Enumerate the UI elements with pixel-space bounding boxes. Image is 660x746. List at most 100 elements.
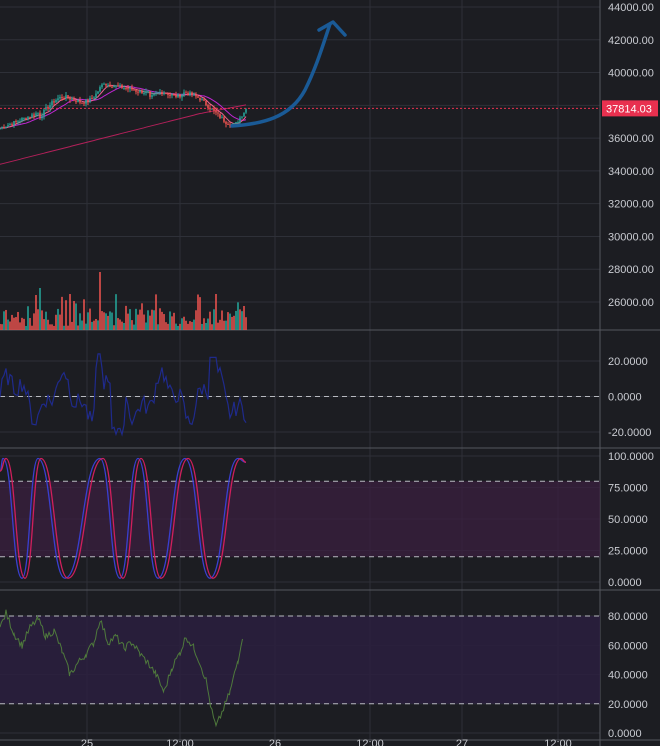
time-axis-label: 25 [81, 738, 93, 746]
axis-tick-label: 50.0000 [608, 514, 648, 526]
candle-body [119, 85, 121, 87]
candle-body [233, 123, 235, 125]
candle-body [223, 117, 225, 122]
candle-body [165, 93, 167, 95]
candle-body [129, 87, 131, 89]
volume-bar [77, 325, 79, 330]
candle-body [11, 124, 13, 126]
candle-body [215, 110, 217, 113]
volume-bar [55, 314, 57, 330]
volume-bar [103, 312, 105, 330]
volume-bar [123, 322, 125, 330]
candle-body [171, 94, 173, 96]
volume-bar [89, 308, 91, 330]
candle-body [91, 97, 93, 99]
volume-bar [195, 310, 197, 330]
stochastic-pane[interactable] [0, 457, 247, 579]
candle-body [81, 102, 83, 104]
candle-body [69, 97, 71, 100]
volume-bar [81, 320, 83, 330]
oscillator-pane[interactable] [0, 353, 247, 437]
volume-bar [51, 324, 53, 330]
candle-body [177, 94, 179, 98]
candle-body [213, 108, 215, 111]
volume-bar [53, 325, 55, 330]
axis-tick-label: 20.0000 [608, 356, 648, 368]
candle-body [235, 122, 237, 124]
volume-bar [157, 324, 159, 330]
candle-body [229, 124, 231, 126]
rsi-band [0, 616, 600, 704]
candle-body [107, 84, 109, 86]
volume-bar [231, 316, 233, 330]
volume-bar [197, 294, 199, 330]
candle-body [225, 121, 227, 124]
candle-body [207, 105, 209, 108]
volume-bar [111, 312, 113, 330]
volume-bar [61, 296, 63, 330]
volume-bar [119, 319, 121, 330]
candle-body [89, 97, 91, 102]
volume-bar [135, 308, 137, 330]
candle-body [59, 97, 61, 99]
volume-bar [3, 311, 5, 330]
candle-body [243, 112, 245, 117]
volume-bar [209, 311, 211, 330]
candle-body [197, 96, 199, 98]
candle-body [155, 92, 157, 94]
candle-body [189, 92, 191, 96]
candle-body [99, 87, 101, 92]
volume-bar [13, 317, 15, 330]
candle-body [135, 89, 137, 92]
volume-bar [63, 325, 65, 330]
volume-bar [33, 313, 35, 330]
candle-body [109, 84, 111, 87]
axis-tick-label: 32000.00 [608, 199, 654, 211]
candle-body [153, 93, 155, 96]
volume-bar [185, 320, 187, 330]
candle-body [181, 94, 183, 98]
volume-bar [159, 308, 161, 330]
volume-bar [143, 314, 145, 330]
candle-body [173, 94, 175, 96]
volume-bar [141, 303, 143, 330]
candle-body [163, 93, 165, 95]
volume-bar [73, 301, 75, 330]
candle-body [105, 83, 107, 86]
volume-bar [169, 311, 171, 330]
volume-bar [139, 309, 141, 330]
candle-body [17, 121, 19, 123]
price-pane[interactable]: 37814.03 [0, 20, 658, 330]
volume-bar [237, 302, 239, 330]
volume-bar [37, 309, 39, 330]
volume-bar [133, 324, 135, 330]
volume-bar [75, 303, 77, 330]
volume-bar [223, 320, 225, 330]
price-axis[interactable]: 44000.00 42000.00 40000.00 36000.00 34000.00… [608, 2, 654, 740]
candle-body [139, 90, 141, 93]
candle-body [185, 92, 187, 94]
time-axis-label: 12:00 [356, 738, 384, 746]
volume-bar [221, 310, 223, 330]
candle-body [145, 91, 147, 93]
candle-body [159, 92, 161, 94]
candle-body [25, 117, 27, 120]
volume-bar [71, 321, 73, 330]
volume-bar [229, 313, 231, 330]
candle-body [3, 127, 5, 129]
candle-body [133, 89, 135, 91]
candle-body [195, 94, 197, 97]
rsi-pane[interactable] [0, 609, 243, 728]
axis-tick-label: 40000.00 [608, 68, 654, 80]
volume-bar [155, 294, 157, 330]
candle-body [169, 94, 171, 96]
volume-bar [137, 314, 139, 330]
volume-bar [153, 310, 155, 330]
oscillator-line [0, 353, 247, 437]
time-axis[interactable]: 25 12:00 26 12:00 27 12:00 [81, 738, 572, 746]
volume-bar [41, 310, 43, 330]
candle-body [141, 90, 143, 94]
candle-body [87, 99, 89, 102]
volume-bar [187, 323, 189, 330]
